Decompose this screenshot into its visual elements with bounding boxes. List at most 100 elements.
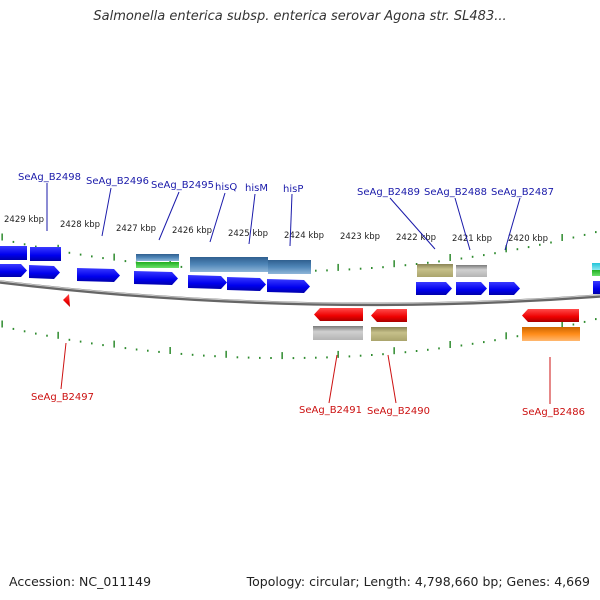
- feature-block: [522, 327, 580, 341]
- scale-tick-major: [57, 331, 59, 339]
- gene-label-forward[interactable]: hisM: [245, 183, 268, 194]
- feature-track-outer: [0, 246, 600, 277]
- scale-tick-minor: [348, 268, 351, 271]
- scale-tick-major: [505, 245, 507, 253]
- scale-tick-major: [561, 234, 563, 241]
- gene-arrow-reverse[interactable]: [314, 308, 363, 321]
- scale-tick-minor: [23, 243, 26, 246]
- scale-tick-major: [1, 320, 3, 328]
- scale-tick-minor: [415, 263, 418, 265]
- scale-tick-major: [393, 260, 395, 268]
- gene-arrow-forward[interactable]: [77, 268, 120, 282]
- scale-tick-minor: [527, 246, 530, 249]
- scale-tick-major: [449, 254, 451, 261]
- scale-tick-minor: [180, 352, 183, 355]
- scale-tick-minor: [415, 350, 418, 352]
- gene-label-reverse[interactable]: SeAg_B2490: [367, 406, 430, 417]
- feature-block: [456, 265, 487, 277]
- gene-arrow-reverse[interactable]: [63, 294, 70, 307]
- scale-tick-minor: [124, 260, 127, 263]
- scale-tick-minor: [404, 264, 407, 267]
- scale-tick-minor: [315, 356, 317, 359]
- scale-label: 2423 kbp: [340, 232, 380, 242]
- scale-label: 2427 kbp: [116, 224, 156, 234]
- map-title: Salmonella enterica subsp. enterica sero…: [93, 9, 507, 24]
- gene-label-forward[interactable]: SeAg_B2498: [18, 172, 81, 183]
- scale-tick-minor: [471, 255, 474, 258]
- gene-arrow-forward[interactable]: [0, 264, 27, 277]
- gene-arrow-forward[interactable]: [227, 277, 266, 291]
- gene-arrow-forward[interactable]: [456, 282, 487, 295]
- scale-tick-major: [449, 341, 451, 348]
- gene-label-forward[interactable]: SeAg_B2487: [491, 187, 554, 198]
- scale-tick-major: [225, 350, 227, 358]
- gene-label-forward[interactable]: SeAg_B2489: [357, 187, 420, 198]
- scale-tick-minor: [359, 354, 362, 357]
- gene-arrow-forward[interactable]: [593, 281, 600, 294]
- gene-label-reverse[interactable]: SeAg_B2486: [522, 407, 585, 418]
- scale-tick-minor: [135, 348, 138, 351]
- gene-label-forward[interactable]: hisP: [283, 184, 303, 195]
- scale-label: 2425 kbp: [228, 229, 268, 239]
- gene-label-reverse[interactable]: SeAg_B2491: [299, 405, 362, 416]
- scale-tick-minor: [247, 356, 250, 359]
- scale-tick-minor: [382, 353, 384, 356]
- gene-arrow-reverse[interactable]: [522, 309, 579, 322]
- scale-tick-minor: [460, 257, 463, 260]
- scale-label: 2420 kbp: [508, 234, 548, 244]
- scale-tick-major: [1, 233, 3, 241]
- scale-tick-minor: [460, 344, 463, 347]
- scale-tick-minor: [595, 231, 597, 234]
- scale-tick-minor: [583, 320, 586, 323]
- scale-tick-minor: [427, 261, 429, 264]
- scale-tick-minor: [583, 233, 586, 236]
- accession-label: Accession: NC_011149: [9, 574, 152, 589]
- scale-tick-minor: [79, 340, 82, 343]
- scale-tick-minor: [382, 266, 384, 269]
- scale-tick-minor: [292, 357, 295, 360]
- gene-label-forward[interactable]: SeAg_B2495: [151, 180, 214, 191]
- gene-arrow-forward[interactable]: [416, 282, 452, 295]
- feature-block: [190, 257, 268, 272]
- scale-tick-minor: [23, 330, 26, 333]
- scale-tick-minor: [91, 342, 93, 345]
- feature-block: [592, 270, 600, 276]
- gene-arrow-forward[interactable]: [188, 275, 227, 289]
- scale-tick-minor: [359, 267, 362, 270]
- feature-block: [268, 260, 311, 274]
- scale-tick-minor: [79, 253, 82, 256]
- scale-tick-minor: [203, 354, 205, 357]
- scale-tick-minor: [12, 327, 15, 330]
- scale-tick-major: [113, 340, 115, 348]
- scale-tick-minor: [483, 341, 485, 344]
- feature-block: [313, 326, 363, 340]
- scale-tick-minor: [471, 342, 474, 345]
- scale-tick-minor: [595, 318, 597, 321]
- scale-tick-minor: [371, 354, 373, 356]
- scale-label: 2422 kbp: [396, 233, 436, 243]
- scale-tick-major: [337, 263, 339, 271]
- scale-label: 2426 kbp: [172, 226, 212, 236]
- scale-label: 2424 kbp: [284, 231, 324, 241]
- gene-arrow-forward[interactable]: [134, 271, 178, 285]
- scale-tick-major: [281, 352, 283, 360]
- gene-arrow-forward[interactable]: [267, 279, 310, 293]
- scale-tick-minor: [539, 243, 541, 246]
- scale-tick-minor: [572, 323, 575, 326]
- gene-label-reverse[interactable]: SeAg_B2497: [31, 392, 94, 403]
- gene-label-forward[interactable]: SeAg_B2488: [424, 187, 487, 198]
- scale-ticks-inner: [1, 318, 597, 360]
- scale-tick-minor: [326, 356, 328, 359]
- scale-tick-minor: [236, 356, 239, 359]
- feature-block: [592, 263, 600, 270]
- scale-tick-minor: [438, 260, 440, 263]
- feature-block: [136, 262, 179, 268]
- scale-tick-minor: [550, 241, 552, 244]
- gene-arrow-forward[interactable]: [489, 282, 520, 295]
- scale-tick-major: [393, 347, 395, 355]
- gene-arrow-forward[interactable]: [29, 265, 60, 279]
- gene-arrow-reverse[interactable]: [371, 309, 407, 322]
- scale-tick-minor: [68, 338, 71, 341]
- gene-label-forward[interactable]: SeAg_B2496: [86, 176, 149, 187]
- gene-label-forward[interactable]: hisQ: [215, 182, 237, 193]
